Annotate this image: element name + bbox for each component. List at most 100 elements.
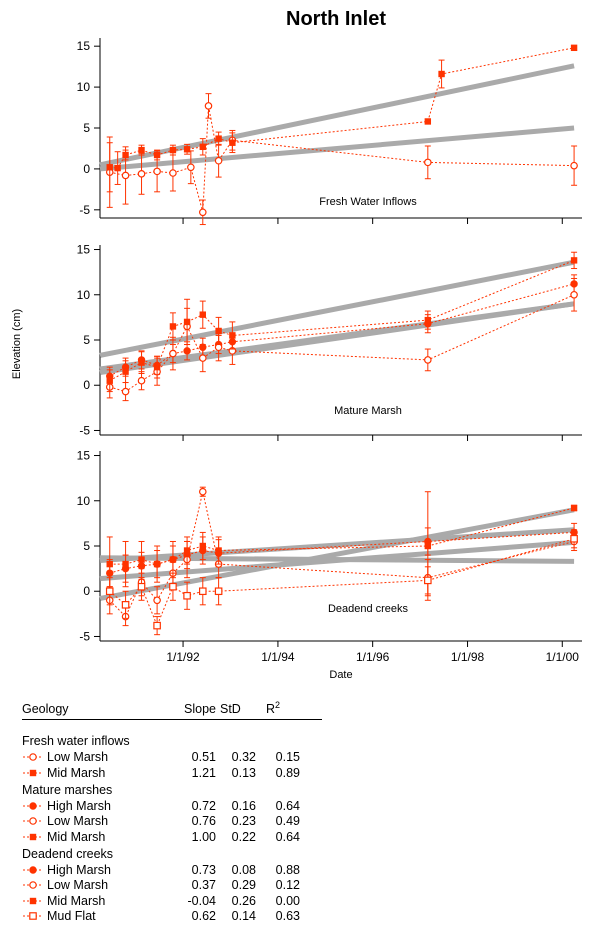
fit-line — [99, 259, 575, 358]
legend-row-series: High Marsh — [22, 799, 170, 813]
data-point — [198, 587, 207, 596]
legend-row-series: Mud Flat — [22, 909, 170, 923]
x-tick-label: 1/1/92 — [166, 650, 200, 664]
y-tick-label: -5 — [79, 203, 90, 217]
data-point — [570, 161, 578, 170]
legend-row: High Marsh 0.73 0.08 0.88 — [22, 862, 322, 878]
data-point — [114, 164, 121, 172]
data-point — [169, 556, 177, 563]
x-tick-label: 1/1/00 — [546, 650, 580, 664]
legend-group: Fresh water inflows Low Marsh 0.51 0.32 0.15… — [22, 734, 322, 781]
data-point — [122, 560, 129, 568]
data-point — [198, 208, 207, 217]
legend-row-slope: 0.73 — [191, 862, 216, 877]
legend-row-r2: 0.64 — [275, 798, 300, 813]
legend-group-title: Deadend creeks — [22, 846, 114, 861]
data-point — [138, 359, 145, 366]
series-mid-marsh — [106, 44, 578, 193]
y-tick-label: 0 — [83, 584, 90, 598]
y-tick-label: 5 — [83, 333, 90, 347]
legend-row-slope: 0.37 — [191, 878, 216, 893]
data-point — [229, 139, 236, 146]
data-point — [187, 163, 195, 172]
legend-row-slope: 0.72 — [191, 798, 216, 813]
y-tick-label: 0 — [83, 378, 90, 392]
legend-row-series: Mid Marsh — [22, 766, 170, 780]
legend-row: High Marsh 0.72 0.16 0.64 — [22, 798, 322, 814]
series-high-marsh — [106, 274, 578, 386]
data-point — [198, 354, 207, 362]
x-axis-label: Date — [329, 669, 352, 681]
legend-row-slope: -0.04 — [187, 893, 217, 908]
legend-row: Low Marsh 0.76 0.23 0.49 — [22, 814, 322, 830]
panel-1: 15 10 5 0 -5 Fresh Water Inflows — [77, 38, 582, 226]
data-point — [424, 158, 432, 167]
legend-row-name: Mid Marsh — [47, 893, 106, 908]
legend-row-series: Low Marsh — [22, 814, 170, 828]
data-point — [215, 327, 222, 335]
legend-row-std: 0.22 — [231, 829, 256, 844]
legend-row-r2: 0.88 — [275, 862, 300, 877]
chart-title: North Inlet — [286, 8, 386, 30]
legend-row-series: Mid Marsh — [22, 894, 170, 908]
panel-3: 15 10 5 0 -5 1/1/92 1/1/94 1/1/96 1/1/98 1/1/00 Da… — [77, 449, 582, 681]
data-point — [215, 135, 222, 142]
data-point — [214, 156, 223, 165]
y-tick-label: 5 — [83, 539, 90, 553]
legend-row-name: Mud Flat — [47, 909, 96, 924]
panel-annotation: Fresh Water Inflows — [319, 196, 417, 208]
data-point — [169, 169, 177, 177]
data-point — [153, 151, 161, 159]
y-tick-label: -5 — [79, 629, 90, 643]
legend-row-std: 0.08 — [231, 862, 256, 877]
series-mid-marsh — [106, 491, 578, 601]
legend-marker — [29, 897, 37, 904]
data-point — [438, 70, 445, 78]
chart-area: North Inlet Elevation (cm) 15 10 5 0 -5 Fresh… — [11, 8, 582, 681]
data-point — [137, 582, 146, 591]
legend-header-slope: Slope — [184, 702, 216, 716]
data-point — [121, 387, 130, 396]
data-point — [153, 363, 161, 371]
data-point — [570, 290, 578, 299]
panel-annotation: Deadend creeks — [328, 603, 409, 615]
legend-row-r2: 0.00 — [275, 893, 300, 908]
data-point — [424, 356, 432, 364]
data-point — [424, 118, 432, 125]
data-point — [121, 601, 130, 609]
series-line — [109, 531, 575, 574]
series-line — [109, 507, 575, 565]
legend-marker — [29, 866, 37, 874]
legend-group-title: Mature marshes — [22, 782, 113, 797]
legend-marker — [29, 833, 37, 840]
data-point — [122, 151, 129, 159]
legend-row-std: 0.32 — [231, 750, 256, 765]
data-point — [153, 560, 161, 568]
legend-row: Low Marsh 0.51 0.32 0.15 — [22, 750, 322, 766]
legend-row-r2: 0.63 — [275, 909, 300, 924]
y-axis-label: Elevation (cm) — [11, 309, 23, 379]
data-point — [183, 591, 191, 600]
data-point — [137, 376, 146, 385]
y-tick-label: 15 — [77, 243, 91, 257]
x-tick-label: 1/1/98 — [451, 650, 485, 664]
legend-group: Mature marshes High Marsh 0.72 0.16 0.64 Low … — [22, 783, 322, 845]
legend-header-std: StD — [220, 702, 241, 716]
data-point — [138, 146, 145, 154]
legend-row-name: Low Marsh — [47, 750, 109, 765]
y-tick-label: 10 — [77, 80, 91, 94]
data-point — [169, 323, 177, 330]
legend-row-std: 0.16 — [231, 798, 256, 813]
legend-row-r2: 0.89 — [275, 765, 300, 780]
data-point — [137, 170, 146, 178]
legend-marker-filled-circle-icon — [23, 866, 43, 874]
legend-marker-open-circle-icon — [23, 881, 43, 890]
data-point — [570, 257, 578, 264]
legend-row-name: High Marsh — [47, 862, 111, 877]
data-point — [106, 377, 113, 384]
legend-row-std: 0.29 — [231, 878, 256, 893]
legend-row-name: Mid Marsh — [47, 765, 106, 780]
data-point — [183, 547, 191, 554]
data-point — [153, 621, 161, 630]
panel-annotation: Mature Marsh — [334, 405, 402, 417]
